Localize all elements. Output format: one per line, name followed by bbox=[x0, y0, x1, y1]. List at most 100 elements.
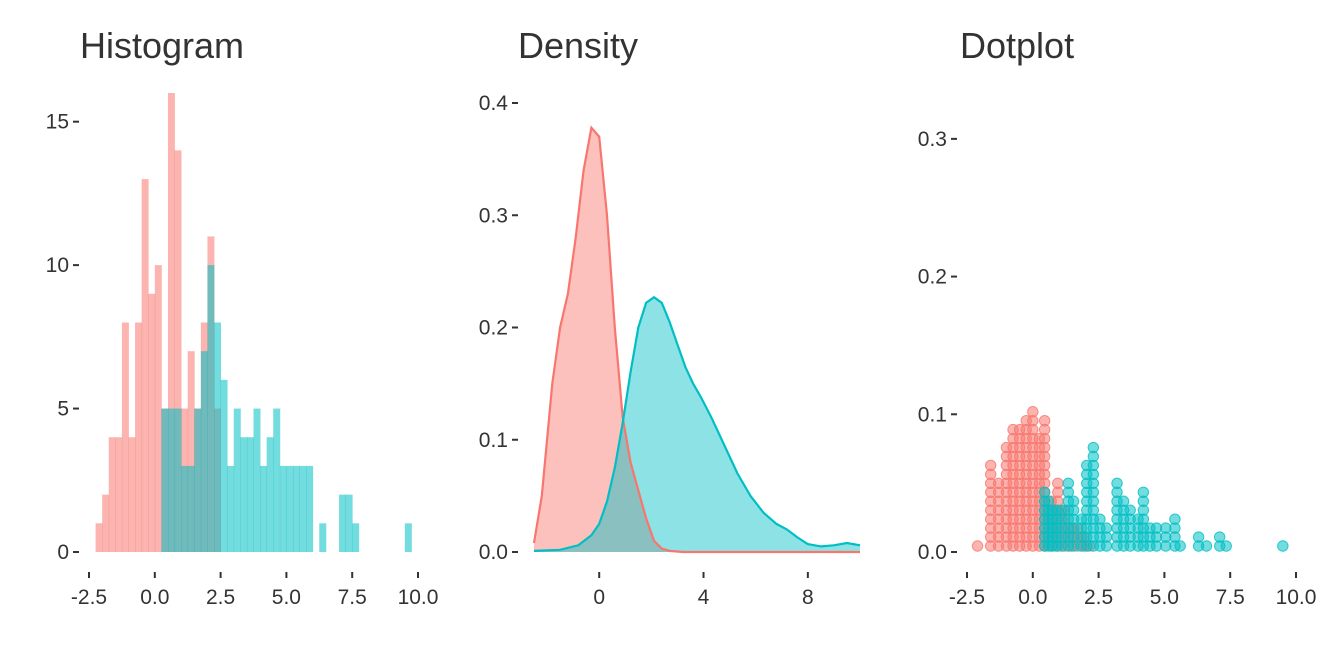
density-ytick-label: 0.4 bbox=[479, 92, 509, 115]
density-ytick-label: 0.0 bbox=[479, 541, 508, 564]
density-area bbox=[534, 127, 860, 552]
dotplot-dot bbox=[1100, 522, 1113, 534]
histogram-bar bbox=[141, 179, 149, 552]
histogram-bar bbox=[154, 265, 162, 552]
histogram-bar bbox=[207, 265, 215, 552]
histogram-xtick-label: 7.5 bbox=[338, 586, 367, 609]
histogram-bar bbox=[174, 408, 182, 552]
histogram-bar bbox=[115, 437, 123, 552]
histogram-bar bbox=[214, 322, 221, 552]
histogram-ytick-label: 10 bbox=[46, 254, 69, 277]
histogram-bar bbox=[220, 379, 228, 552]
histogram-series-b-bars bbox=[161, 265, 412, 552]
histogram-title: Histogram bbox=[80, 25, 244, 66]
histogram-bar bbox=[174, 150, 182, 552]
dotplot-points bbox=[971, 406, 1289, 552]
dotplot-ytick-label: 0.0 bbox=[918, 541, 947, 564]
histogram-bar bbox=[167, 408, 175, 552]
histogram-bar bbox=[227, 465, 235, 552]
histogram-bar bbox=[194, 408, 202, 552]
dotplot-panel: Dotplot 0.00.10.20.3 -2.5 0.0 2.5 5.0 7.5 10.… bbox=[918, 25, 1317, 609]
histogram-x-axis: -2.5 0.0 2.5 5.0 7.5 10.0 bbox=[71, 572, 439, 609]
histogram-bar bbox=[352, 523, 360, 552]
dotplot-dot bbox=[1137, 486, 1150, 498]
histogram-bar bbox=[181, 465, 189, 552]
dotplot-dot bbox=[984, 459, 997, 472]
histogram-bar bbox=[108, 437, 116, 552]
histogram-bar bbox=[233, 408, 241, 552]
dotplot-dot bbox=[1169, 513, 1181, 525]
histogram-bar bbox=[306, 465, 314, 552]
histogram-bar bbox=[187, 465, 195, 552]
dotplot-y-axis: 0.0 0.1 0.2 0.3 bbox=[918, 128, 957, 564]
histogram-ytick-label: 15 bbox=[46, 111, 69, 134]
density-ytick-label: 0.2 bbox=[479, 317, 508, 340]
histogram-ytick-label: 0 bbox=[57, 541, 69, 564]
density-title: Density bbox=[518, 25, 638, 66]
density-x-axis: 0 4 8 bbox=[593, 572, 814, 609]
dotplot-dot bbox=[1027, 406, 1039, 418]
histogram-xtick-label: 2.5 bbox=[206, 586, 235, 609]
dotplot-dot bbox=[1087, 441, 1100, 454]
density-area bbox=[534, 297, 860, 552]
histogram-bar bbox=[286, 465, 294, 552]
density-ytick-label: 0.1 bbox=[479, 429, 508, 452]
histogram-bar bbox=[161, 408, 169, 552]
dotplot-xtick-label: 10.0 bbox=[1276, 586, 1317, 609]
dotplot-dot bbox=[1117, 495, 1130, 507]
histogram-bar bbox=[102, 494, 110, 552]
histogram-bar bbox=[200, 351, 208, 552]
histogram-bar bbox=[345, 494, 353, 552]
histogram-bar bbox=[279, 465, 287, 552]
density-ytick-label: 0.3 bbox=[479, 204, 508, 227]
histogram-bar bbox=[148, 293, 156, 552]
histogram-bar bbox=[246, 437, 254, 552]
density-y-axis: 0.0 0.1 0.2 0.3 0.4 bbox=[479, 92, 518, 564]
dotplot-xtick-label: 0.0 bbox=[1018, 586, 1047, 609]
dotplot-dot bbox=[1220, 540, 1232, 552]
dotplot-dot bbox=[1094, 513, 1106, 525]
dotplot-xtick-label: 5.0 bbox=[1150, 586, 1179, 609]
density-xtick-label: 4 bbox=[698, 586, 710, 609]
dotplot-xtick-label: 7.5 bbox=[1216, 586, 1245, 609]
histogram-bar bbox=[266, 437, 274, 552]
histogram-bar bbox=[319, 523, 327, 552]
dotplot-dot bbox=[1111, 477, 1123, 490]
histogram-xtick-label: -2.5 bbox=[71, 586, 107, 609]
dotplot-dot bbox=[1062, 477, 1075, 490]
histogram-bar bbox=[135, 322, 143, 552]
histogram-bar bbox=[292, 465, 300, 552]
dotplot-xtick-label: 2.5 bbox=[1084, 586, 1113, 609]
histogram-xtick-label: 5.0 bbox=[272, 586, 301, 609]
histogram-panel: Histogram 0 5 10 15 -2.5 0.0 2.5 5.0 7.5 10.0 bbox=[46, 25, 439, 609]
histogram-bar bbox=[240, 437, 248, 552]
histogram-bar bbox=[260, 465, 268, 552]
density-xtick-label: 0 bbox=[593, 586, 605, 609]
histogram-ytick-label: 5 bbox=[57, 398, 69, 421]
dotplot-x-axis: -2.5 0.0 2.5 5.0 7.5 10.0 bbox=[949, 572, 1317, 609]
dotplot-xtick-label: -2.5 bbox=[949, 586, 985, 609]
histogram-bar bbox=[299, 465, 307, 552]
histogram-xtick-label: 10.0 bbox=[398, 586, 439, 609]
dotplot-ytick-label: 0.2 bbox=[918, 266, 947, 289]
histogram-bar bbox=[404, 523, 412, 552]
dotplot-ytick-label: 0.1 bbox=[918, 403, 947, 426]
dotplot-dot bbox=[1052, 477, 1064, 490]
dotplot-dot bbox=[1124, 504, 1136, 516]
histogram-bar bbox=[167, 93, 175, 552]
dotplot-dot bbox=[1277, 540, 1289, 552]
histogram-bar bbox=[273, 408, 281, 552]
dotplot-ytick-label: 0.3 bbox=[918, 128, 947, 151]
dotplot-dot bbox=[1200, 540, 1213, 552]
density-line bbox=[533, 295, 861, 552]
dotplot-dot bbox=[1192, 531, 1205, 543]
density-areas bbox=[532, 125, 861, 554]
histogram-bar bbox=[121, 322, 129, 552]
density-panel: Density 0.0 0.1 0.2 0.3 0.4 0 4 8 bbox=[479, 25, 861, 609]
dotplot-dot bbox=[1174, 540, 1186, 552]
histogram-bar bbox=[339, 494, 347, 552]
dotplot-dot bbox=[1067, 495, 1080, 507]
histogram-bar bbox=[95, 523, 103, 552]
dotplot-title: Dotplot bbox=[960, 25, 1074, 66]
